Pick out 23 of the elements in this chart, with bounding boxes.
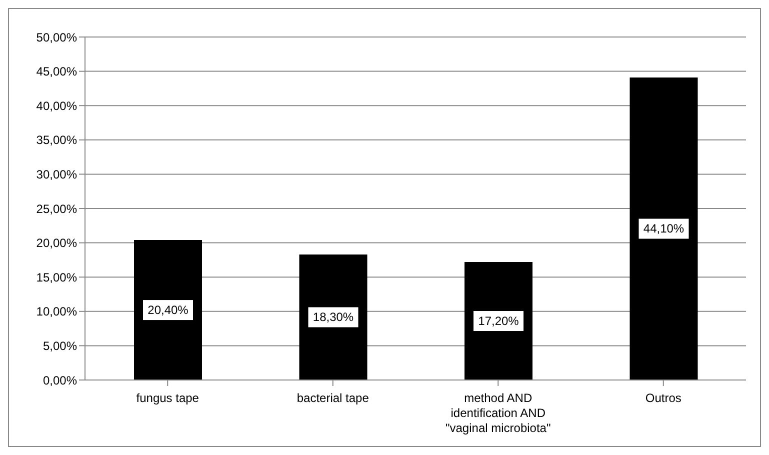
y-tick-label: 10,00%: [36, 304, 78, 319]
data-label: 20,40%: [148, 303, 189, 318]
y-tick-label: 30,00%: [36, 167, 78, 182]
data-label: 17,20%: [478, 314, 520, 328]
y-tick-label: 0,00%: [42, 373, 78, 388]
x-tick-label: method AND identification AND "vaginal microbiota": [446, 391, 551, 435]
x-tick-label: bacterial tape: [296, 391, 370, 405]
data-label: 44,10%: [643, 222, 684, 236]
y-tick-label: 5,00%: [42, 338, 78, 353]
y-tick-label: 35,00%: [36, 133, 78, 148]
y-tick-label: 15,00%: [36, 270, 78, 284]
bar: [464, 262, 532, 380]
bar: [134, 240, 202, 380]
bar: [299, 254, 368, 380]
x-tick-label: fungus tape: [136, 391, 200, 405]
y-tick-label: 45,00%: [36, 64, 78, 79]
y-tick-label: 20,00%: [36, 236, 78, 250]
y-tick-label: 40,00%: [36, 98, 78, 113]
data-label: 18,30%: [312, 310, 354, 324]
y-tick-label: 25,00%: [36, 202, 78, 216]
bar: [630, 77, 698, 380]
y-tick-label: 50,00%: [36, 30, 78, 44]
x-tick-label: Outros: [645, 391, 682, 405]
